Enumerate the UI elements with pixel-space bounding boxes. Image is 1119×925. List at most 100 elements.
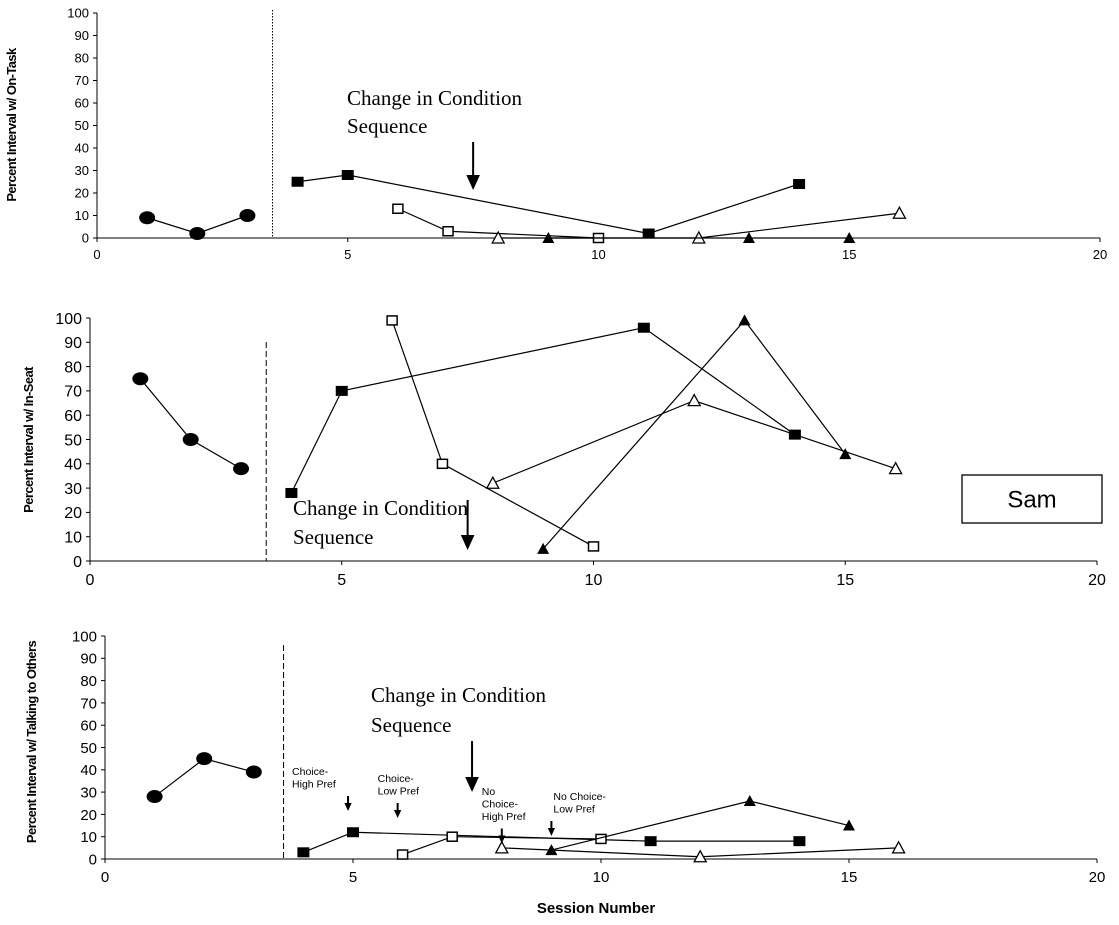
condition-label-text: Choice- xyxy=(482,799,519,811)
data-point-filled-circle xyxy=(233,462,250,476)
data-point-filled-circle xyxy=(189,227,206,240)
panel-1: 0 10 20 30 40 50 60 70 80 90 100 0 5 10 15 20 Percent In… xyxy=(4,6,1107,262)
data-point-filled-triangle xyxy=(742,232,755,243)
data-point-filled-square xyxy=(285,487,298,498)
y-tick-label: 60 xyxy=(64,408,82,425)
data-point-open-square xyxy=(442,226,454,237)
data-point-filled-square xyxy=(347,827,359,838)
data-point-filled-circle xyxy=(146,790,163,804)
x-tick-label: 10 xyxy=(585,572,603,589)
y-tick-label: 20 xyxy=(75,186,89,201)
data-point-open-triangle xyxy=(892,205,907,219)
condition-label-text: Low Pref xyxy=(553,804,595,816)
series-line xyxy=(492,399,896,484)
data-point-filled-square xyxy=(793,836,806,847)
series-open-square xyxy=(396,831,607,860)
y-tick-label: 0 xyxy=(89,851,97,868)
data-point-open-triangle xyxy=(687,393,702,407)
x-tick-label: 15 xyxy=(841,869,858,886)
y-tick-label: 60 xyxy=(75,96,89,111)
y-tick-label: 0 xyxy=(82,231,89,246)
series-filled-square xyxy=(291,170,806,239)
series-filled-square xyxy=(297,827,806,858)
data-point-open-triangle xyxy=(494,840,509,854)
x-tick-label: 15 xyxy=(842,247,856,262)
data-point-open-square xyxy=(396,849,409,860)
series-filled-triangle xyxy=(537,314,852,554)
y-tick-label: 60 xyxy=(80,718,97,735)
x-axis-label: Session Number xyxy=(537,900,656,917)
x-tick-label: 20 xyxy=(1093,247,1107,262)
condition-label: No Choice-Low Pref xyxy=(547,791,606,836)
condition-arrow-head xyxy=(547,828,556,836)
data-point-filled-circle xyxy=(239,209,256,222)
y-tick-label: 70 xyxy=(80,695,97,712)
x-tick-label: 0 xyxy=(86,572,95,589)
data-point-filled-triangle xyxy=(743,795,756,807)
data-point-open-square xyxy=(386,315,398,326)
y-tick-label: 80 xyxy=(80,673,97,690)
x-tick-label: 0 xyxy=(93,247,100,262)
x-tick-label: 5 xyxy=(344,247,351,262)
series-filled-circle xyxy=(146,752,262,804)
data-point-filled-circle xyxy=(139,211,156,225)
data-point-filled-triangle xyxy=(542,232,555,243)
data-point-filled-circle xyxy=(245,765,262,779)
data-point-open-triangle xyxy=(485,475,500,489)
data-point-filled-triangle xyxy=(843,819,855,831)
y-tick-label: 90 xyxy=(64,335,82,352)
x-tick-label: 5 xyxy=(337,572,346,589)
y-tick-label: 70 xyxy=(64,384,82,401)
data-point-filled-square xyxy=(642,228,655,239)
y-tick-label: 100 xyxy=(67,6,89,21)
annotation-arrow-head xyxy=(465,777,479,792)
data-point-filled-square xyxy=(335,385,348,396)
x-tick-label: 10 xyxy=(593,869,610,886)
series-line xyxy=(139,378,242,470)
data-point-open-triangle xyxy=(891,840,906,854)
series-filled-circle xyxy=(139,209,256,240)
data-point-open-square xyxy=(392,203,404,214)
y-tick-label: 70 xyxy=(75,73,89,88)
condition-label: Choice-Low Pref xyxy=(378,773,420,818)
data-point-filled-triangle xyxy=(839,448,852,460)
condition-label-text: Low Pref xyxy=(378,786,420,798)
annotation-text: Sequence xyxy=(293,525,373,549)
y-tick-label: 0 xyxy=(73,554,82,571)
data-point-filled-triangle xyxy=(545,844,558,856)
data-point-filled-square xyxy=(637,322,650,333)
condition-label-text: High Pref xyxy=(292,779,336,791)
y-tick-label: 50 xyxy=(64,432,82,449)
data-point-filled-circle xyxy=(196,752,213,766)
x-tick-label: 10 xyxy=(591,247,605,262)
condition-label-text: High Pref xyxy=(482,811,526,823)
data-point-open-triangle xyxy=(693,849,708,863)
y-tick-label: 20 xyxy=(64,505,82,522)
series-line xyxy=(290,327,796,494)
panel-3: 0 10 20 30 40 50 60 70 80 90 100 0 5 10 15 20 Percent In… xyxy=(24,628,1105,917)
y-axis-label: Percent Interval w/ Talking to Others xyxy=(24,641,39,844)
series-open-triangle xyxy=(494,840,906,863)
series-open-triangle xyxy=(485,393,903,489)
annotation-arrow-head xyxy=(460,535,475,550)
data-point-filled-circle xyxy=(132,372,149,386)
annotation-text: Change in Condition xyxy=(371,683,546,707)
series-line xyxy=(303,831,800,853)
y-tick-label: 20 xyxy=(80,807,97,824)
series-filled-circle xyxy=(132,372,250,476)
y-tick-label: 100 xyxy=(55,311,82,328)
condition-label-text: Choice- xyxy=(292,766,329,778)
annotation-arrow-head xyxy=(466,175,480,190)
y-tick-label: 80 xyxy=(75,51,89,66)
condition-arrow-head xyxy=(344,803,352,811)
x-tick-label: 15 xyxy=(836,572,854,589)
x-tick-label: 20 xyxy=(1089,869,1106,886)
condition-label-text: Choice- xyxy=(378,773,415,785)
data-point-filled-triangle xyxy=(738,314,751,326)
y-tick-label: 30 xyxy=(80,785,97,802)
series-open-square xyxy=(386,315,600,552)
data-point-filled-square xyxy=(341,170,354,180)
y-tick-label: 50 xyxy=(80,740,97,757)
